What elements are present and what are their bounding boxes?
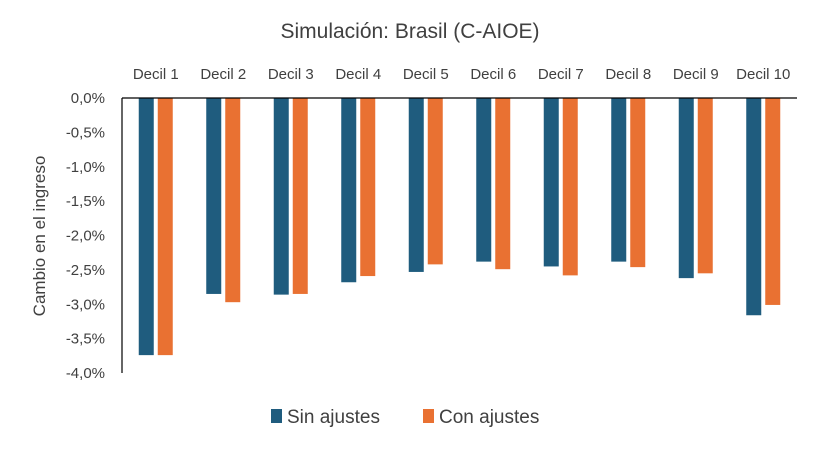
y-tick-label: -3,5% — [66, 331, 105, 348]
legend: Sin ajustes Con ajustes — [271, 407, 539, 428]
category-label: Decil 7 — [538, 66, 584, 83]
bar-con-ajustes-1 — [157, 98, 173, 356]
bar-sin-ajustes-8 — [611, 98, 627, 262]
category-label: Decil 9 — [673, 66, 719, 83]
y-tick-label: -1,0% — [66, 159, 105, 176]
y-tick-label: 0,0% — [71, 90, 105, 107]
bars-group — [138, 98, 781, 356]
labels-group: 0,0% -0,5% -1,0% -1,5% -2,0% -2,5% -3,0% -3,5% -… — [66, 66, 791, 382]
y-tick-label: -2,5% — [66, 262, 105, 279]
bar-sin-ajustes-7 — [543, 98, 559, 267]
category-label: Decil 3 — [268, 66, 314, 83]
bar-sin-ajustes-2 — [206, 98, 222, 294]
bar-sin-ajustes-4 — [341, 98, 357, 283]
bar-con-ajustes-2 — [225, 98, 241, 303]
bar-con-ajustes-8 — [630, 98, 646, 268]
bar-sin-ajustes-1 — [138, 98, 154, 356]
bar-con-ajustes-7 — [562, 98, 578, 276]
y-tick-label: -3,0% — [66, 296, 105, 313]
category-label: Decil 1 — [133, 66, 179, 83]
bar-con-ajustes-5 — [427, 98, 443, 265]
category-label: Decil 5 — [403, 66, 449, 83]
bar-sin-ajustes-6 — [476, 98, 492, 262]
y-tick-label: -2,0% — [66, 228, 105, 245]
category-label: Decil 2 — [200, 66, 246, 83]
bar-sin-ajustes-10 — [746, 98, 762, 316]
category-label: Decil 8 — [605, 66, 651, 83]
bar-sin-ajustes-9 — [678, 98, 694, 279]
legend-swatch-sin-ajustes — [271, 409, 282, 423]
bar-sin-ajustes-3 — [273, 98, 289, 295]
legend-swatch-con-ajustes — [423, 409, 434, 423]
y-axis-label: Cambio en el ingreso — [30, 156, 49, 317]
category-label: Decil 6 — [470, 66, 516, 83]
axes-group — [121, 97, 797, 373]
y-tick-label: -1,5% — [66, 193, 105, 210]
bar-con-ajustes-3 — [292, 98, 308, 294]
bar-con-ajustes-6 — [495, 98, 511, 270]
category-label: Decil 10 — [736, 66, 790, 83]
legend-label-sin-ajustes: Sin ajustes — [287, 407, 380, 428]
bar-sin-ajustes-5 — [408, 98, 424, 272]
y-tick-label: -0,5% — [66, 124, 105, 141]
category-label: Decil 4 — [335, 66, 381, 83]
legend-label-con-ajustes: Con ajustes — [439, 407, 539, 428]
bar-con-ajustes-4 — [360, 98, 376, 277]
bar-con-ajustes-9 — [697, 98, 713, 274]
y-tick-label: -4,0% — [66, 365, 105, 382]
bar-con-ajustes-10 — [765, 98, 781, 305]
chart-title: Simulación: Brasil (C-AIOE) — [280, 20, 539, 43]
